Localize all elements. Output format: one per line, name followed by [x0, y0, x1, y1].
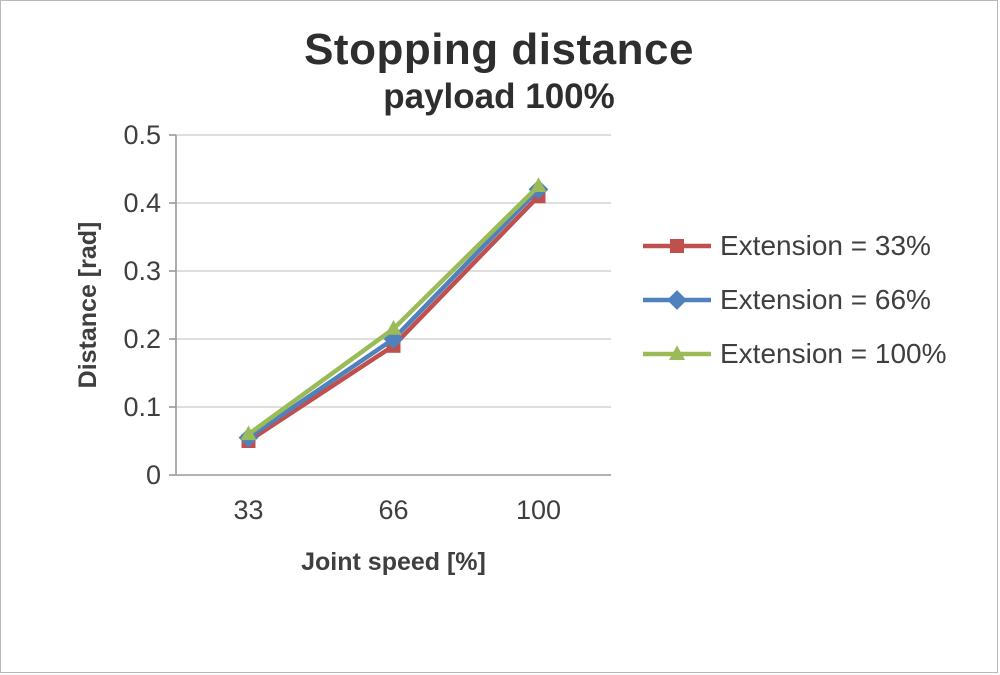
marker-diamond [667, 290, 687, 311]
legend-triangle-icon [643, 345, 711, 361]
line-chart-plot: 0 0.1 0.2 0.3 0.4 0.5 33 66 100 Distance [rad] Joi… [74, 120, 611, 576]
legend-label: Extension = 33% [720, 230, 931, 262]
legend-label: Extension = 66% [720, 284, 931, 316]
marker-square [670, 239, 684, 254]
chart-titles: Stopping distance payload 100% [1, 25, 997, 116]
axes [169, 134, 611, 477]
marker-triangle [385, 320, 402, 336]
chart-subtitle: payload 100% [383, 77, 615, 117]
legend-item: Extension = 100% [641, 338, 947, 370]
chart-area: 0 0.1 0.2 0.3 0.4 0.5 33 66 100 Distance [rad] Joi… [1, 120, 997, 600]
y-tick-label: 0.3 [123, 256, 161, 286]
y-tick-labels: 0 0.1 0.2 0.3 0.4 0.5 [123, 120, 161, 490]
gridlines [176, 134, 611, 409]
x-tick-labels: 33 66 100 [233, 495, 561, 525]
chart-title: Stopping distance [304, 25, 694, 74]
series-line [246, 184, 541, 437]
x-axis-title: Joint speed [%] [301, 548, 486, 576]
y-tick-label: 0.5 [123, 120, 161, 150]
y-tick-label: 0.2 [123, 324, 161, 354]
marker-triangle [668, 345, 686, 361]
marker-triangle [240, 425, 257, 441]
legend-square-icon [643, 239, 711, 254]
y-tick-label: 0.4 [123, 188, 161, 218]
legend-label: Extension = 100% [720, 338, 947, 370]
legend: Extension = 33% Extension = 66% Extension … [641, 230, 947, 600]
y-tick-label: 0.1 [123, 392, 161, 422]
series-2 [240, 177, 547, 441]
x-tick-label: 100 [516, 495, 561, 525]
legend-item: Extension = 66% [641, 284, 947, 316]
legend-diamond-icon [643, 290, 711, 311]
x-tick-label: 33 [233, 495, 263, 525]
y-axis-title: Distance [rad] [74, 222, 102, 389]
x-tick-label: 66 [378, 495, 408, 525]
marker-triangle [530, 177, 547, 193]
y-tick-label: 0 [146, 460, 161, 490]
legend-item: Extension = 33% [641, 230, 947, 262]
